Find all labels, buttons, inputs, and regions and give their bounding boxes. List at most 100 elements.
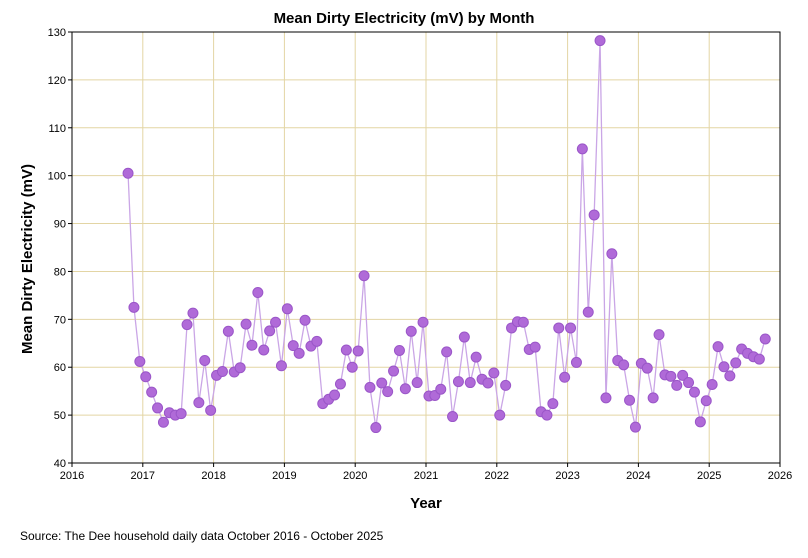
data-point (718, 361, 730, 373)
data-point (694, 416, 706, 428)
data-point (452, 376, 464, 388)
data-point (724, 370, 736, 382)
data-point (152, 402, 164, 414)
data-point (399, 383, 411, 395)
data-point (706, 378, 718, 390)
data-point (529, 341, 541, 353)
data-point (157, 416, 169, 428)
y-tick-label: 40 (54, 458, 66, 470)
data-point (553, 322, 565, 334)
data-point (464, 377, 476, 389)
data-point (494, 409, 506, 421)
data-point (352, 345, 364, 357)
data-point (270, 316, 282, 328)
y-tick-label: 100 (48, 171, 66, 183)
data-point (140, 371, 152, 383)
data-point (565, 322, 577, 334)
x-tick-label: 2022 (485, 470, 509, 482)
data-point (712, 341, 724, 353)
data-point (600, 392, 612, 404)
x-tick-label: 2021 (414, 470, 438, 482)
data-point (629, 421, 641, 433)
data-point (358, 270, 370, 282)
data-point (382, 386, 394, 398)
data-point (181, 319, 193, 331)
data-point (411, 377, 423, 389)
data-point (258, 344, 270, 356)
data-point (405, 325, 417, 337)
data-point (252, 287, 264, 299)
data-point (388, 365, 400, 377)
data-point (175, 408, 187, 420)
x-tick-label: 2023 (555, 470, 579, 482)
data-point (146, 386, 158, 398)
y-tick-label: 60 (54, 362, 66, 374)
data-point (264, 325, 276, 337)
data-point (683, 377, 695, 389)
data-point (559, 371, 571, 383)
data-point (193, 397, 205, 409)
y-axis-ticks: 40 50 60 70 80 90 100 110 120 130 (48, 27, 72, 470)
data-point (576, 143, 588, 155)
data-point (641, 362, 653, 374)
y-tick-label: 110 (48, 123, 66, 135)
data-point (281, 303, 293, 315)
data-point (588, 209, 600, 221)
data-point (688, 386, 700, 398)
y-tick-label: 120 (48, 75, 66, 87)
data-point (730, 357, 742, 369)
data-point (488, 367, 500, 379)
data-point (624, 394, 636, 406)
data-point (470, 351, 482, 363)
data-point (240, 318, 252, 330)
data-point (334, 378, 346, 390)
data-point (417, 316, 429, 328)
chart-title: Mean Dirty Electricity (mV) by Month (274, 10, 535, 27)
y-tick-label: 50 (54, 410, 66, 422)
y-axis-label: Mean Dirty Electricity (mV) (19, 164, 36, 354)
data-point (134, 355, 146, 367)
data-point (647, 392, 659, 404)
source-note: Source: The Dee household daily data Oct… (20, 529, 384, 543)
data-point (517, 316, 529, 328)
data-point (570, 356, 582, 368)
data-point (606, 248, 618, 260)
data-point (364, 381, 376, 393)
series-points-group (122, 35, 771, 434)
data-point (393, 344, 405, 356)
data-point (376, 377, 388, 389)
data-point (216, 366, 228, 378)
data-point (205, 404, 217, 416)
data-point (759, 333, 771, 345)
data-point (293, 347, 305, 359)
data-point (329, 389, 341, 401)
data-point (246, 339, 258, 351)
data-point (128, 301, 140, 313)
data-point (287, 340, 299, 352)
x-axis-ticks: 2016 2017 2018 2019 2020 2021 2022 2023 2024 2025… (60, 463, 792, 482)
x-tick-label: 2019 (272, 470, 296, 482)
data-point (618, 359, 630, 371)
data-point (340, 344, 352, 356)
x-axis-label: Year (410, 495, 442, 512)
data-point (594, 35, 606, 47)
data-point (435, 383, 447, 395)
data-point (311, 335, 323, 347)
data-point (541, 409, 553, 421)
x-tick-label: 2020 (343, 470, 367, 482)
data-point (370, 422, 382, 434)
data-point (671, 379, 683, 391)
x-gridlines (142, 32, 710, 463)
data-point (547, 398, 559, 410)
y-tick-label: 90 (54, 219, 66, 231)
data-point (700, 395, 712, 407)
x-tick-label: 2024 (626, 470, 650, 482)
x-tick-label: 2016 (60, 470, 84, 482)
data-point (753, 353, 765, 365)
data-point (665, 370, 677, 382)
x-tick-label: 2018 (201, 470, 225, 482)
y-tick-label: 130 (48, 27, 66, 39)
y-tick-label: 70 (54, 314, 66, 326)
